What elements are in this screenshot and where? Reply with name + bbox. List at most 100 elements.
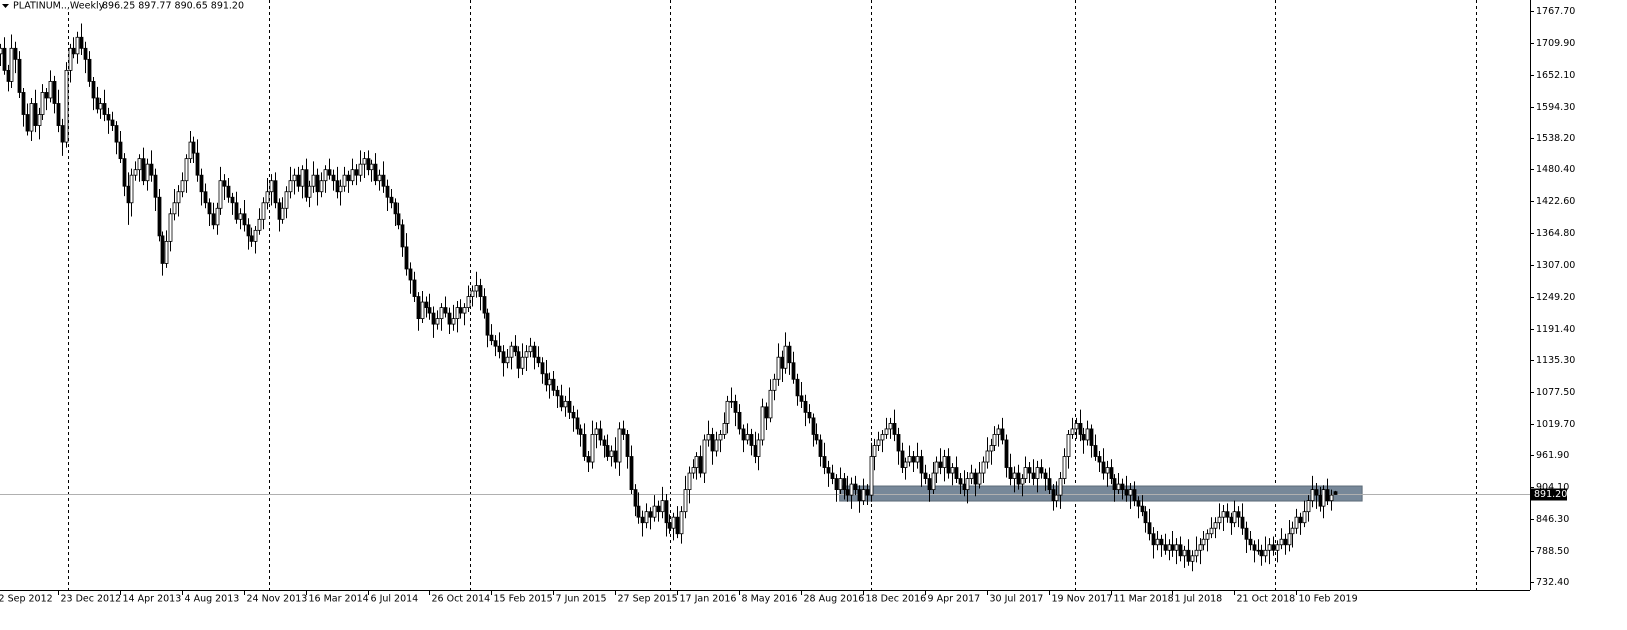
candle-body [1275,544,1280,551]
candle-body [1128,489,1133,496]
candle-body [900,450,905,468]
candle-body [68,47,73,71]
candle-body [338,185,343,193]
y-tick-label: 904.10 [1536,482,1569,493]
candle-body [122,158,127,187]
y-tick-label: 1767.70 [1536,6,1575,17]
candle-body [478,285,483,297]
candle-body [1294,516,1299,529]
candle-body [106,114,111,121]
candle-body [636,505,641,518]
candle-body [749,434,754,446]
candle-body [687,472,692,491]
candle-body [725,400,730,424]
candle-body [644,511,649,524]
candle-body [1000,428,1005,441]
candle-body [420,301,425,320]
candle-body [849,483,854,496]
candle-body [787,345,792,364]
candle-body [1283,538,1288,546]
candle-body [304,169,309,198]
candle-body [482,296,487,314]
y-tick-label: 788.50 [1536,546,1569,557]
candle-body [501,351,506,364]
candle-body [594,428,599,435]
candle-body [1031,472,1036,479]
candle-body [547,378,552,386]
candle-body [71,47,76,55]
x-tick-label: 10 Feb 2019 [1299,594,1358,605]
candle-body [427,307,432,314]
candle-body [1116,483,1121,491]
candle-body [1213,522,1218,529]
candle-body [431,312,436,325]
candle-body [760,406,765,441]
candle-body [756,439,761,457]
candle-body [1120,483,1125,491]
candle-body [1132,489,1137,502]
candle-body [1302,511,1307,524]
candle-body [1070,428,1075,435]
candle-body [609,450,614,457]
quote: 896.25 897.77 890.65 891.20 [102,1,244,12]
candle-body [1035,467,1040,479]
candle-body [246,224,251,237]
candle-body [1155,538,1160,546]
candle-body [2,47,7,71]
candle-body [126,185,131,204]
candle-body [652,505,657,518]
candle-body [981,461,986,474]
candle-body [369,163,374,171]
candle-body [1105,467,1110,474]
y-tick-label: 1364.80 [1536,228,1575,239]
x-tick-label: 2 Sep 2012 [0,594,53,605]
y-tick-label: 1191.40 [1536,324,1575,335]
candle-body [551,378,556,391]
candle-body [296,174,301,187]
candle-body [977,472,982,485]
candle-body [64,69,69,143]
candle-body [1081,434,1086,441]
candle-body [331,174,336,182]
candle-body [362,158,367,165]
candle-body [153,174,158,198]
candle-body [598,428,603,441]
candle-body [141,158,146,182]
candle-body [536,356,541,364]
candle-body [160,235,165,264]
candle-body [1306,500,1311,513]
x-tick-label: 28 Aug 2016 [804,594,865,605]
candle-body [300,169,305,187]
candle-body [412,279,417,297]
candle-body [741,428,746,441]
candle-body [934,461,939,474]
y-tick-label: 846.30 [1536,514,1569,525]
candle-body [48,81,53,99]
candle-body [1259,549,1264,557]
x-tick-label: 15 Feb 2015 [494,594,553,605]
candle-body [675,516,680,535]
candle-body [938,461,943,468]
candle-body [110,119,115,126]
candle-body [393,202,398,215]
candle-body [1020,478,1025,485]
candle-body [489,334,494,342]
candle-body [907,456,912,463]
candle-body [261,202,266,220]
candle-body [702,439,707,474]
candle-body [1167,544,1172,551]
candle-body [714,439,719,452]
candle-body [497,345,502,353]
candle-body [853,483,858,491]
y-tick-label: 1019.70 [1536,419,1575,430]
candle-body [253,229,258,242]
candle-body [1287,533,1292,546]
candle-body [532,345,537,358]
candle-body [559,395,564,408]
candle-body [555,389,560,397]
candle-body [435,318,440,325]
candle-body [1163,544,1168,551]
x-tick-label: 26 Oct 2014 [432,594,491,605]
candle-body [462,307,467,314]
candle-body [861,489,866,502]
